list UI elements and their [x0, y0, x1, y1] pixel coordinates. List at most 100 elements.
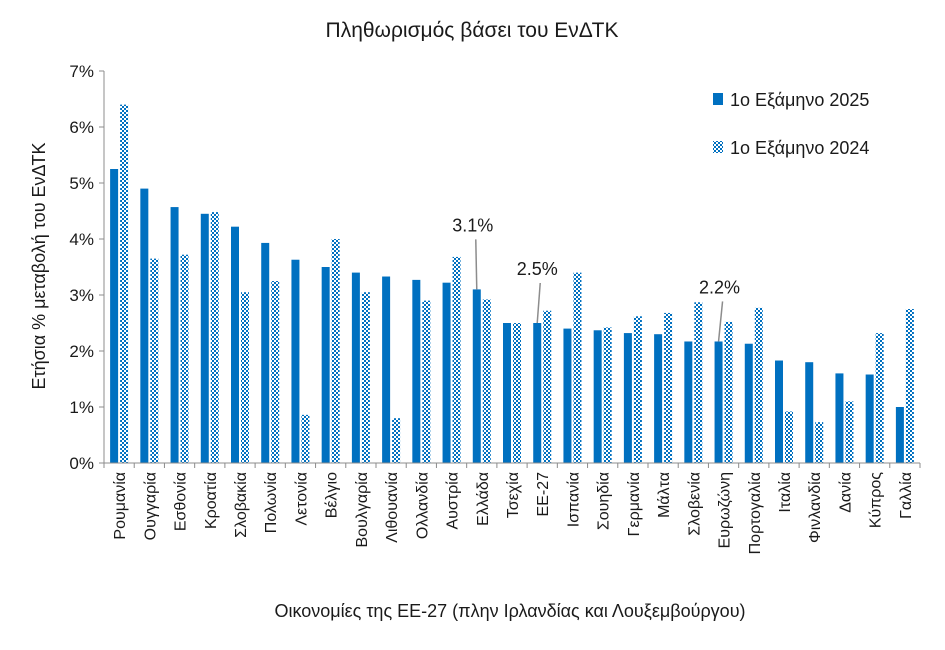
category-label: Σλοβενία: [686, 472, 703, 536]
bar-2024: [845, 401, 854, 463]
bar-2024: [724, 321, 733, 463]
bar-2024: [361, 292, 370, 463]
bar-2025: [775, 360, 783, 463]
bar-2025: [261, 242, 270, 463]
bar-2025: [442, 282, 451, 463]
y-tick-label: 7%: [69, 62, 94, 81]
bar-2024: [452, 256, 461, 463]
bar-2025: [744, 343, 753, 463]
category-label: Βουλγαρία: [354, 472, 371, 547]
bar-2025: [200, 213, 209, 463]
category-label: Ελλάδα: [475, 472, 492, 526]
bar-2024: [301, 414, 310, 463]
bar-2024: [785, 411, 793, 463]
bar-2024: [694, 302, 703, 463]
category-label: Ιταλία: [777, 472, 794, 513]
bar-2024: [633, 316, 642, 463]
bar-2024: [875, 333, 884, 463]
legend-swatch-2025: [713, 93, 723, 105]
annotation-label: 2.5%: [517, 259, 558, 279]
bar-2024: [573, 272, 582, 463]
bar-2025: [895, 407, 904, 463]
annotation-leader-line: [536, 282, 541, 324]
bar-2025: [714, 341, 723, 463]
y-tick-label: 2%: [69, 342, 94, 361]
category-label: ΕΕ-27: [535, 472, 552, 517]
bar-2024: [815, 422, 824, 463]
bar-2025: [865, 374, 874, 463]
category-label: Γαλλία: [898, 472, 915, 519]
y-axis-ticks: 0% 1% 2% 3% 4% 5% 6% 7%: [69, 62, 104, 473]
category-label: Λετονία: [293, 472, 310, 526]
bar-2025: [382, 276, 391, 463]
bar-2024: [905, 309, 914, 463]
category-label: Εσθονία: [173, 472, 190, 531]
bar-2025: [170, 207, 179, 463]
bar-2025: [291, 259, 300, 463]
bar-2025: [805, 362, 814, 463]
bar-2024: [603, 327, 612, 463]
bar-2024: [513, 323, 521, 463]
category-label: Πορτογαλία: [747, 472, 764, 554]
legend: 1ο Εξάμηνο 2025 1ο Εξάμηνο 2024: [713, 90, 869, 158]
category-label: Ουγγαρία: [142, 472, 159, 540]
bar-2024: [754, 307, 763, 463]
bar-2025: [684, 341, 693, 463]
bar-2024: [241, 292, 249, 463]
legend-label-2024: 1ο Εξάμηνο 2024: [730, 138, 869, 158]
annotation-leader-line: [475, 239, 478, 290]
bar-2024: [543, 310, 552, 463]
bar-2025: [593, 330, 602, 463]
category-label: Ολλανδία: [414, 472, 431, 539]
y-tick-label: 1%: [69, 398, 94, 417]
bar-2024: [180, 254, 189, 463]
bar-2025: [472, 289, 481, 463]
bar-2024: [482, 299, 491, 463]
y-axis-label: Ετήσια % μεταβολή του ΕνΔΤΚ: [29, 142, 49, 389]
category-label: Ευρωζώνη: [717, 472, 734, 548]
legend-label-2025: 1ο Εξάμηνο 2025: [730, 90, 869, 110]
bar-2024: [664, 312, 673, 463]
bar-2025: [654, 334, 663, 463]
bar-2025: [623, 333, 632, 463]
category-label: Γερμανία: [626, 472, 643, 536]
annotation-label: 3.1%: [452, 215, 493, 235]
bar-2024: [210, 212, 219, 463]
annotation-label: 2.2%: [699, 277, 740, 297]
bar-2025: [412, 279, 421, 463]
category-label: Σουηδία: [596, 472, 613, 530]
y-tick-label: 6%: [69, 118, 94, 137]
bar-2025: [351, 272, 360, 463]
bar-2025: [231, 226, 239, 463]
category-label: Ρουμανία: [112, 472, 129, 540]
bar-2025: [110, 169, 119, 463]
y-tick-label: 0%: [69, 454, 94, 473]
bar-2024: [422, 300, 431, 463]
category-label: Λιθουανία: [384, 472, 401, 543]
category-label: Πολωνία: [263, 472, 280, 533]
bar-2024: [120, 104, 129, 463]
bar-2025: [321, 267, 330, 463]
bar-2024: [331, 239, 340, 463]
y-tick-label: 4%: [69, 230, 94, 249]
category-label: Σλοβακία: [233, 472, 250, 538]
legend-swatch-2024: [713, 141, 723, 153]
bar-2025: [533, 323, 542, 463]
category-label: Βέλγιο: [324, 472, 341, 518]
category-label: Φινλανδία: [807, 472, 824, 543]
category-label: Τσεχία: [505, 472, 522, 518]
bar-2025: [140, 188, 149, 463]
axis-lines: [103, 71, 920, 464]
annotations-group: 3.1% 2.5% 2.2%: [452, 215, 740, 342]
category-labels: Ρουμανία Ουγγαρία Εσθονία Κροατία Σλοβακία Πο…: [103, 463, 921, 554]
y-tick-label: 3%: [69, 286, 94, 305]
bar-2025: [503, 323, 511, 463]
bar-2024: [271, 281, 280, 463]
bar-2024: [392, 418, 401, 463]
x-axis-label: Οικονομίες της ΕΕ-27 (πλην Ιρλανδίας και…: [274, 601, 745, 621]
y-tick-label: 5%: [69, 174, 94, 193]
bars-group: [110, 104, 914, 463]
bar-2024: [150, 258, 159, 463]
category-label: Μάλτα: [656, 472, 673, 518]
